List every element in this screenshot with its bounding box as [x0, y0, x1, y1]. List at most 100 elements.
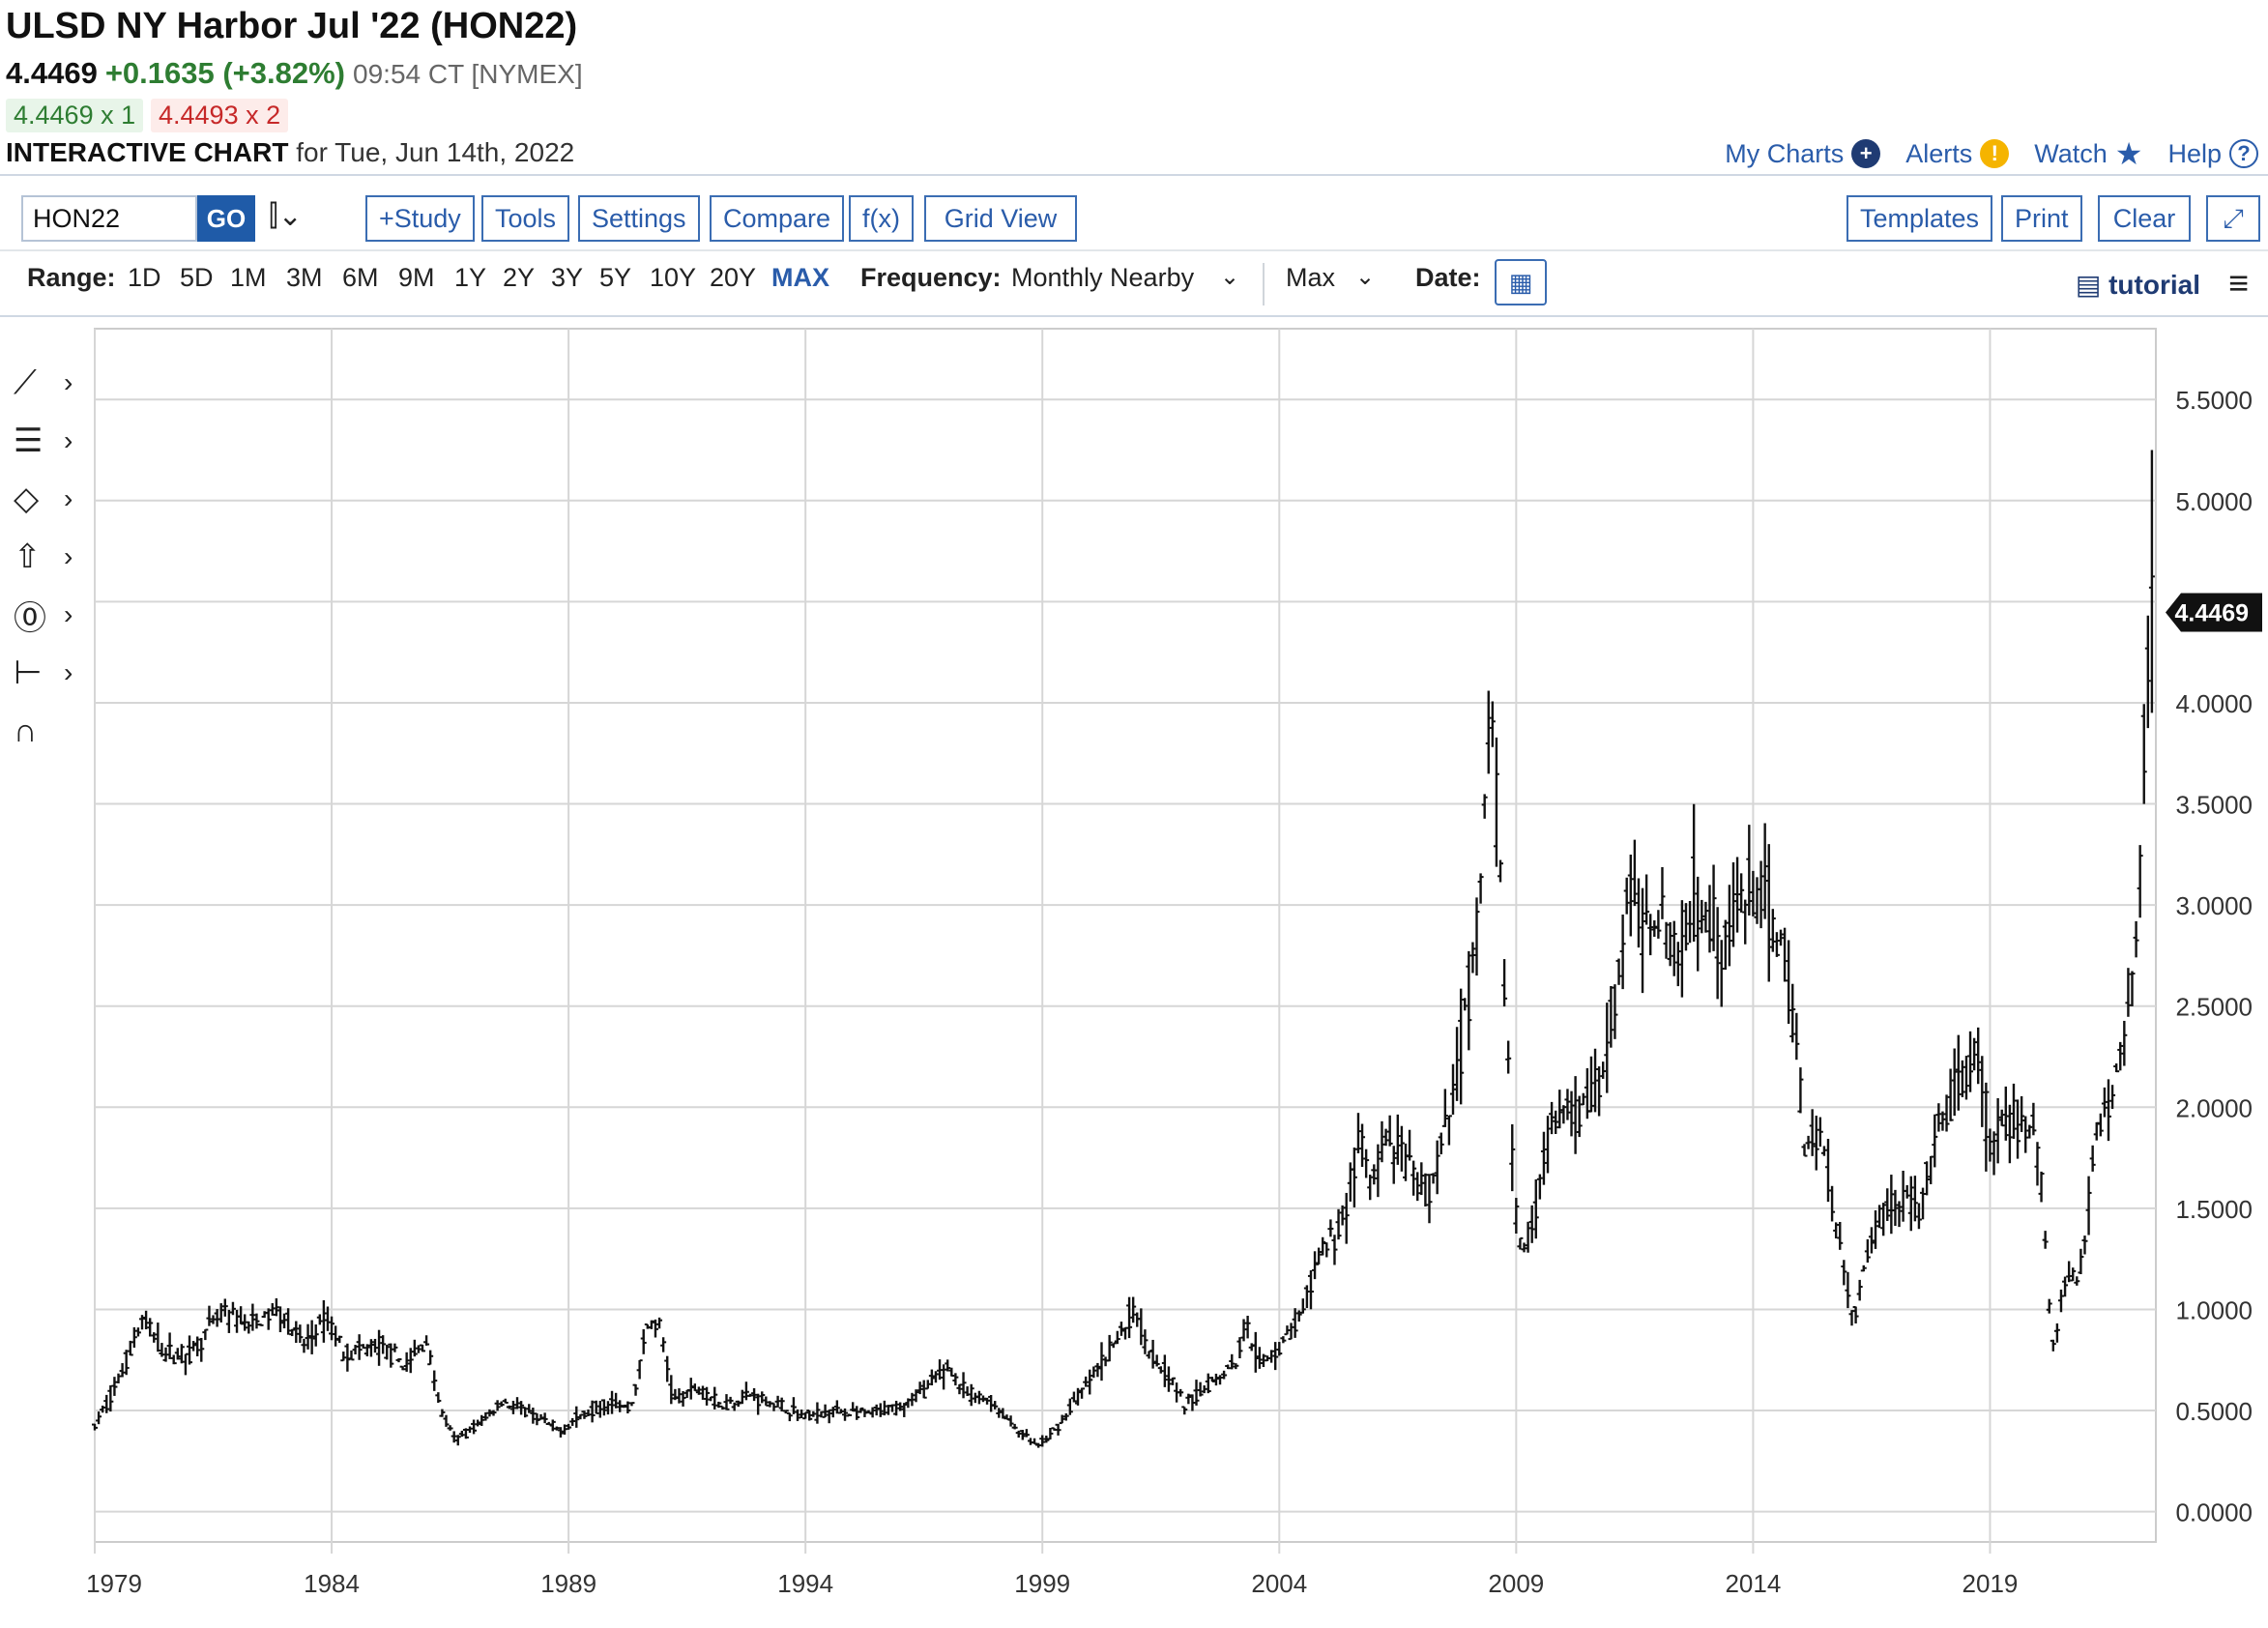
range-2y[interactable]: 2Y — [503, 263, 536, 292]
my-charts-label: My Charts — [1725, 138, 1845, 168]
range-1m[interactable]: 1M — [230, 263, 267, 292]
y-tick-label: 1.5000 — [2175, 1195, 2253, 1224]
go-button[interactable]: GO — [197, 195, 255, 242]
chevron-right-icon: › — [64, 657, 73, 687]
range-20y[interactable]: 20Y — [710, 263, 757, 292]
annotation-tool[interactable]: ⓪ › — [14, 586, 91, 644]
fibonacci-tool[interactable]: ☰ › — [14, 412, 91, 470]
x-tick-label: 2004 — [1251, 1569, 1307, 1598]
quote-line: 4.4469 +0.1635 (+3.82%) 09:54 CT [NYMEX] — [6, 56, 583, 91]
my-charts-link[interactable]: My Charts + — [1725, 138, 1881, 169]
range-bar: Range: 1D 5D 1M 3M 6M 9M 1Y 2Y 3Y 5Y 10Y… — [0, 259, 2268, 305]
chart-date-text: for Tue, Jun 14th, 2022 — [296, 137, 575, 167]
expand-icon[interactable]: ⤢ — [2206, 195, 2260, 242]
hamburger-menu-icon[interactable]: ≡ — [2227, 263, 2249, 303]
range-divider — [1263, 263, 1265, 305]
range-5y[interactable]: 5Y — [599, 263, 632, 292]
range-3m[interactable]: 3M — [286, 263, 323, 292]
symbol-input[interactable] — [21, 195, 197, 242]
fibonacci-icon: ☰ — [14, 422, 44, 459]
last-price: 4.4469 — [6, 56, 98, 90]
interactive-chart-label: INTERACTIVE CHART — [6, 137, 289, 167]
measure-tool[interactable]: ⊢ › — [14, 644, 91, 702]
ask-badge: 4.4493 x 2 — [151, 99, 289, 132]
help-icon: ? — [2229, 139, 2258, 168]
chevron-down-icon[interactable]: ⌄ — [1355, 264, 1376, 290]
plot-frame — [94, 328, 2157, 1543]
compare-button[interactable]: Compare — [710, 195, 845, 242]
x-tick-label: 1994 — [777, 1569, 833, 1598]
x-tick-label: 1989 — [540, 1569, 596, 1598]
quote-time: 09:54 CT [NYMEX] — [353, 59, 583, 89]
alerts-link[interactable]: Alerts ! — [1905, 138, 2010, 169]
chart-type-dropdown[interactable]: ⫿⌄ — [269, 199, 303, 233]
shapes-tool[interactable]: ◇ › — [14, 470, 91, 528]
settings-button[interactable]: Settings — [578, 195, 700, 242]
last-price-badge — [2166, 593, 2262, 632]
study-button[interactable]: +Study — [365, 195, 475, 242]
magnet-icon: ∩ — [14, 712, 38, 749]
tutorial-link[interactable]: ▤ tutorial — [2076, 269, 2200, 301]
range-6m[interactable]: 6M — [342, 263, 379, 292]
fx-button[interactable]: f(x) — [849, 195, 914, 242]
watch-label: Watch — [2034, 138, 2108, 168]
watch-link[interactable]: Watch ★ — [2034, 135, 2142, 172]
y-tick-label: 0.5000 — [2175, 1397, 2253, 1426]
ohlc-bars — [92, 450, 2155, 1448]
arrow-tool[interactable]: ⇧ › — [14, 528, 91, 586]
range-5d[interactable]: 5D — [180, 263, 214, 292]
chevron-right-icon: › — [64, 367, 73, 397]
range-10y[interactable]: 10Y — [650, 263, 697, 292]
magnet-tool[interactable]: ∩ — [14, 702, 91, 760]
alerts-label: Alerts — [1905, 138, 1973, 168]
y-tick-label: 5.0000 — [2175, 487, 2253, 516]
last-price-label: 4.4469 — [2175, 599, 2249, 626]
instrument-title: ULSD NY Harbor Jul '22 (HON22) — [6, 6, 578, 46]
chart-toolbar: GO ⫿⌄ +Study Tools Settings Compare f(x)… — [0, 191, 2268, 246]
x-tick-label: 1999 — [1014, 1569, 1070, 1598]
y-axis: 0.0000 0.5000 1.0000 1.5000 2.0000 2.5000 3.00… — [2175, 386, 2253, 1526]
range-1d[interactable]: 1D — [128, 263, 161, 292]
trendline-tool[interactable]: ⟋ › — [14, 354, 91, 412]
y-tick-label: 0.0000 — [2175, 1498, 2253, 1527]
range-label: Range: — [27, 263, 116, 292]
print-button[interactable]: Print — [2001, 195, 2082, 242]
tutorial-label: tutorial — [2108, 270, 2200, 300]
x-axis: 1979 1984 1989 1994 1999 2004 2009 2014 2019 — [86, 1569, 2018, 1598]
grid-view-button[interactable]: Grid View — [924, 195, 1077, 242]
y-tick-label: 5.5000 — [2175, 386, 2253, 415]
y-tick-label: 2.5000 — [2175, 993, 2253, 1022]
measure-icon: ⊢ — [14, 654, 43, 691]
y-tick-label: 3.0000 — [2175, 891, 2253, 920]
y-tick-label: 3.5000 — [2175, 791, 2253, 820]
range-1y[interactable]: 1Y — [454, 263, 487, 292]
chevron-right-icon: › — [64, 483, 73, 513]
templates-button[interactable]: Templates — [1846, 195, 1993, 242]
plus-circle-icon: + — [1851, 139, 1881, 168]
chevron-down-icon: ⌄ — [277, 200, 303, 232]
header-divider — [0, 174, 2268, 176]
price-chart[interactable]: 0.0000 0.5000 1.0000 1.5000 2.0000 2.5000 3.00… — [0, 319, 2268, 1605]
tools-button[interactable]: Tools — [481, 195, 570, 242]
chevron-right-icon: › — [64, 541, 73, 571]
toolbar-divider — [0, 249, 2268, 251]
y-tick-label: 2.0000 — [2175, 1093, 2253, 1122]
clear-button[interactable]: Clear — [2098, 195, 2191, 242]
x-tick-label: 2014 — [1725, 1569, 1781, 1598]
arrow-up-icon: ⇧ — [14, 538, 42, 575]
aggregation-dropdown[interactable]: Max — [1286, 263, 1336, 292]
calendar-icon[interactable]: ▦ — [1495, 259, 1547, 305]
last-price-marker: 4.4469 — [2166, 593, 2262, 632]
frequency-dropdown[interactable]: Monthly Nearby — [1011, 263, 1195, 292]
x-tick-label: 1984 — [304, 1569, 360, 1598]
top-links: My Charts + Alerts ! Watch ★ Help ? — [1725, 135, 2258, 172]
alert-icon: ! — [1980, 139, 2010, 168]
text-annotation-icon: ⓪ — [14, 599, 46, 637]
range-9m[interactable]: 9M — [398, 263, 435, 292]
x-tick-label: 1979 — [86, 1569, 142, 1598]
help-link[interactable]: Help ? — [2167, 139, 2258, 169]
chevron-down-icon[interactable]: ⌄ — [1220, 264, 1240, 290]
range-max[interactable]: MAX — [771, 263, 829, 292]
range-3y[interactable]: 3Y — [551, 263, 584, 292]
date-label: Date: — [1415, 263, 1481, 292]
